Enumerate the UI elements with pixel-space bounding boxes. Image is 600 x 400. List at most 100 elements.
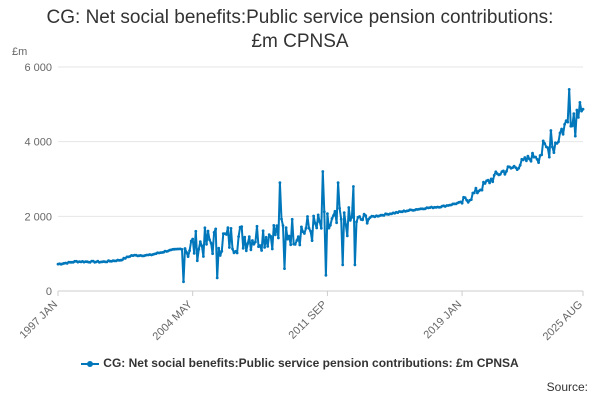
- data-point: [503, 172, 507, 176]
- data-point: [491, 180, 495, 184]
- data-point: [517, 166, 521, 170]
- data-point: [269, 235, 273, 238]
- data-point: [194, 229, 198, 233]
- data-point: [237, 235, 241, 239]
- data-point: [258, 244, 262, 247]
- data-point: [329, 223, 332, 227]
- data-point: [537, 161, 540, 165]
- data-point: [526, 154, 530, 158]
- data-point: [551, 145, 554, 149]
- data-point: [218, 254, 222, 257]
- data-point: [318, 220, 322, 224]
- data-point: [243, 235, 247, 239]
- data-point: [212, 231, 216, 234]
- data-point: [260, 249, 263, 252]
- data-point: [252, 242, 256, 246]
- data-point: [352, 185, 355, 188]
- data-point: [358, 215, 361, 218]
- x-tick-label: 1997 JAN: [17, 299, 60, 342]
- data-point: [465, 198, 469, 202]
- data-point: [570, 124, 574, 128]
- series-line: [57, 88, 584, 283]
- data-point: [275, 224, 279, 228]
- data-point: [246, 242, 250, 245]
- data-point: [327, 226, 331, 230]
- data-point: [240, 225, 244, 229]
- data-point: [543, 142, 547, 145]
- data-point: [298, 243, 302, 247]
- legend[interactable]: CG: Net social benefits:Public service p…: [0, 356, 600, 370]
- data-point: [191, 237, 195, 241]
- data-point: [566, 120, 570, 124]
- chart-title: CG: Net social benefits:Public service p…: [0, 6, 600, 54]
- data-point: [552, 151, 556, 155]
- data-point: [518, 163, 522, 167]
- data-point: [561, 132, 565, 136]
- y-tick-label: 6 000: [24, 62, 52, 74]
- chart-title-line-2: £m CPNSA: [251, 31, 349, 52]
- data-point: [339, 217, 343, 221]
- data-point: [540, 153, 544, 157]
- data-point: [581, 107, 585, 111]
- data-point: [205, 242, 208, 246]
- data-point: [460, 201, 464, 205]
- data-point: [505, 169, 508, 173]
- data-point: [480, 188, 484, 192]
- data-point: [197, 247, 201, 251]
- data-point: [557, 140, 560, 144]
- data-point: [541, 139, 545, 143]
- data-point: [211, 252, 215, 256]
- data-point: [220, 249, 224, 253]
- data-point: [189, 239, 193, 243]
- data-point: [225, 233, 228, 236]
- x-tick-label: 2004 MAY: [151, 298, 196, 343]
- data-point: [309, 229, 312, 233]
- data-point: [529, 159, 533, 163]
- data-point: [217, 246, 221, 250]
- data-point: [267, 233, 271, 237]
- data-point: [214, 227, 218, 231]
- data-point: [208, 238, 211, 242]
- data-point: [549, 129, 553, 132]
- data-point: [202, 255, 205, 258]
- data-point: [336, 181, 340, 185]
- data-point: [278, 181, 282, 185]
- data-point: [341, 263, 345, 267]
- data-point: [270, 247, 274, 251]
- data-point: [531, 151, 534, 155]
- data-point: [293, 243, 297, 246]
- data-point: [266, 245, 270, 248]
- data-point: [469, 198, 473, 202]
- data-point: [286, 237, 289, 241]
- data-point: [272, 224, 276, 227]
- data-point: [335, 221, 338, 225]
- data-point: [244, 249, 248, 253]
- data-point: [188, 249, 192, 253]
- data-point: [215, 276, 219, 280]
- data-point: [228, 246, 231, 249]
- data-point: [580, 109, 583, 113]
- y-axis-unit-label: £m: [12, 46, 28, 58]
- data-point: [546, 146, 550, 150]
- data-point: [494, 170, 498, 174]
- data-point: [578, 101, 582, 104]
- data-point: [348, 219, 352, 222]
- data-point: [312, 214, 315, 218]
- legend-series-label: CG: Net social benefits:Public service p…: [103, 356, 519, 370]
- chart-title-line-1: CG: Net social benefits:Public service p…: [46, 7, 554, 28]
- data-point: [502, 169, 505, 173]
- data-point: [326, 212, 329, 216]
- x-tick-label: 2011 SEP: [287, 299, 330, 342]
- data-point: [330, 217, 334, 220]
- data-point: [345, 234, 349, 238]
- data-point: [304, 226, 308, 230]
- data-point: [200, 244, 204, 248]
- data-point: [247, 235, 251, 239]
- data-point: [231, 247, 234, 251]
- y-tick-label: 0: [46, 286, 52, 298]
- data-point: [261, 229, 265, 233]
- data-point: [319, 226, 323, 230]
- source-label: Source:: [546, 380, 588, 394]
- data-point: [558, 131, 562, 135]
- data-point: [313, 221, 317, 225]
